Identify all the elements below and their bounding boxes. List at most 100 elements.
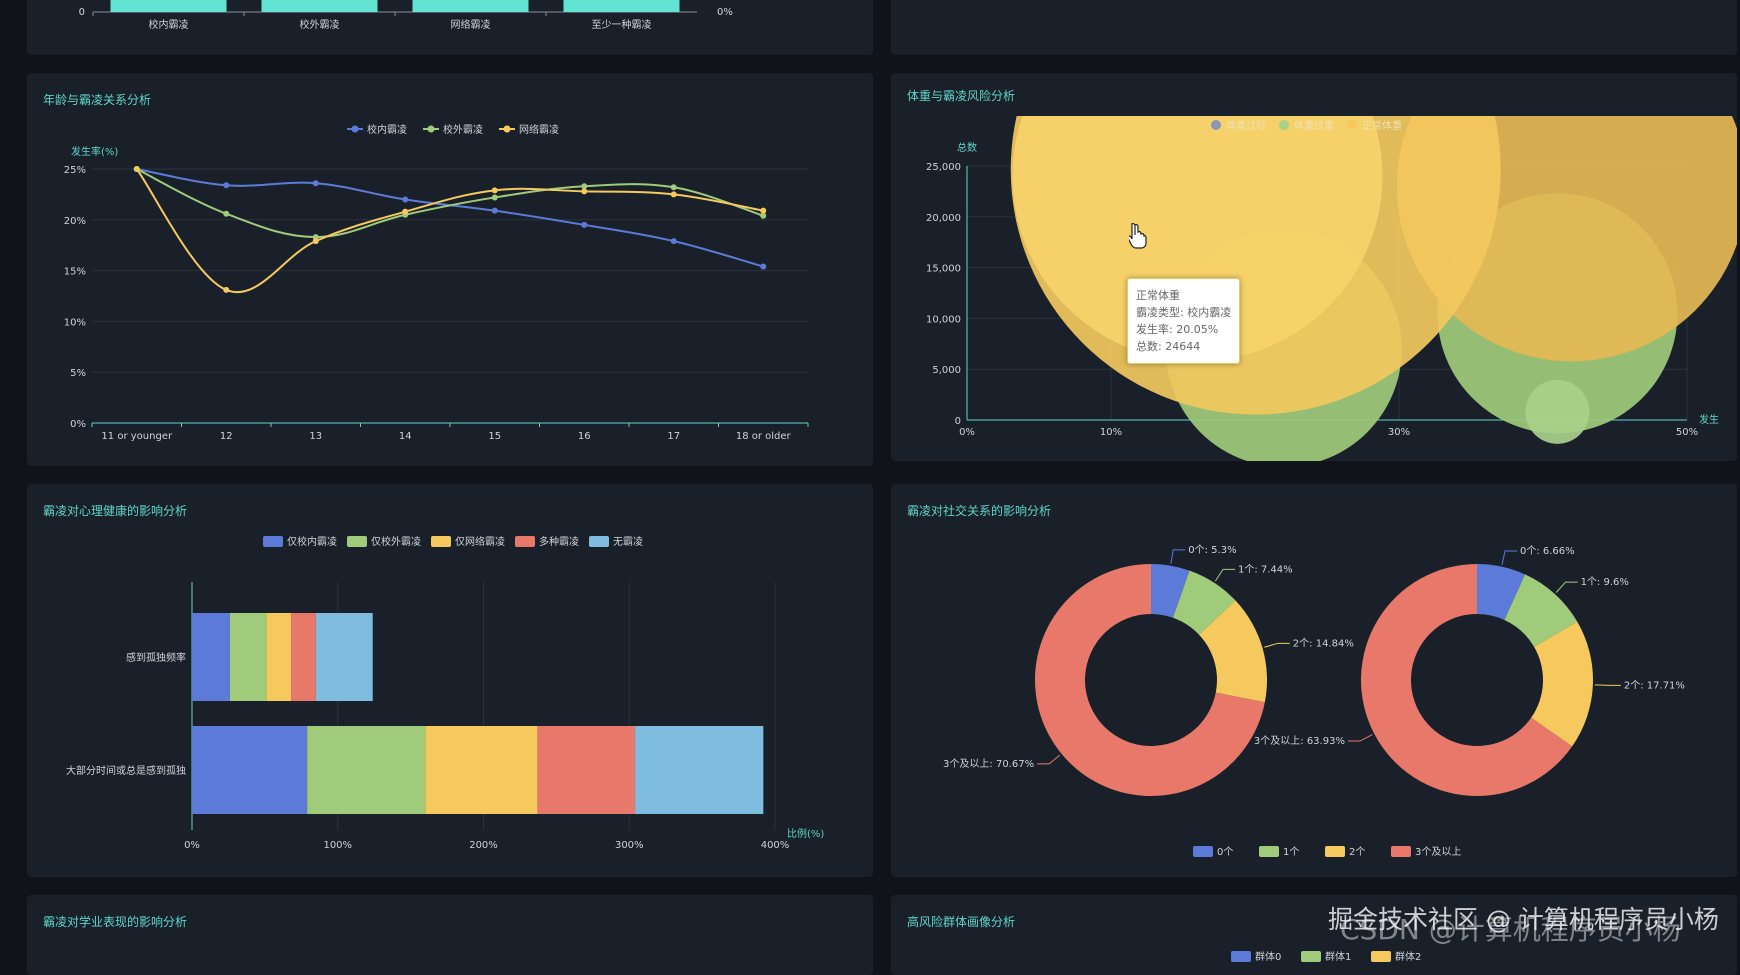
panel-title: 霸凌对学业表现的影响分析 — [43, 915, 188, 929]
label-line — [1170, 549, 1186, 564]
pie-slice — [1199, 600, 1267, 703]
x-tick-label: 50% — [1676, 427, 1698, 438]
legend-swatch — [1231, 951, 1251, 962]
panel-bullying-type-bar: 校内霸凌 校外霸凌 网络霸凌 至少一种霸凌 0 0% — [27, 0, 873, 55]
label-line — [1555, 581, 1578, 593]
x-tick-label: 10% — [1100, 427, 1122, 438]
x-tick-label: 18 or older — [736, 431, 792, 442]
bar-segment — [635, 726, 764, 814]
series-line — [136, 168, 764, 268]
pie-slice — [1504, 574, 1578, 647]
label-line — [1037, 754, 1061, 765]
tooltip-rate: 发生率: 20.05% — [1136, 323, 1219, 336]
slice-label: 2个: 17.71% — [1624, 679, 1685, 691]
y-tick-label: 15,000 — [926, 264, 961, 275]
bubble[interactable] — [1525, 379, 1590, 444]
legend-label: 仅网络霸凌 — [455, 535, 505, 548]
bar-segment — [291, 613, 316, 701]
pie-slice — [1477, 564, 1526, 620]
legend-dot — [427, 125, 435, 133]
legend-label: 群体0 — [1255, 950, 1281, 963]
y-axis-label: 总数 — [957, 141, 977, 154]
panel-title: 年龄与霸凌关系分析 — [43, 93, 152, 107]
data-point — [760, 207, 767, 214]
bar — [110, 0, 227, 12]
legend-label: 2个 — [1349, 846, 1365, 858]
mental-health-bar-chart: 0% 100% 200% 300% 400%比例(%) 感到孤独频率大部分时间或总是感到孤… — [66, 535, 824, 851]
panel-weight-risk: 体重与霸凌风险分析 0 5,000 10,000 15,000 20,000 25,000… — [891, 73, 1737, 461]
legend-swatch — [1259, 846, 1279, 857]
slice-label: 0个: 6.66% — [1520, 545, 1575, 557]
slice-label: 2个: 14.84% — [1293, 637, 1354, 649]
x-tick-label: 校外霸凌 — [300, 18, 340, 31]
x-tick-label: 30% — [1388, 427, 1410, 438]
legend-swatch — [431, 536, 451, 547]
label-line — [1347, 734, 1373, 742]
y-tick-label: 10,000 — [926, 314, 961, 325]
y-tick-label: 5,000 — [932, 365, 961, 376]
x-tick-label: 12 — [220, 431, 233, 442]
legend-dot — [503, 125, 511, 133]
data-point — [312, 180, 319, 187]
data-point — [223, 182, 230, 189]
data-point — [402, 208, 409, 215]
y-tick-label: 0 — [955, 416, 961, 427]
legend-label: 无霸凌 — [613, 535, 643, 548]
x-tick-label: 14 — [399, 431, 412, 442]
age-line-chart: 0% 5% 10% 15% 20% 25% 发生率(%) 11 or younger 12 13 1… — [64, 123, 809, 442]
panel-social-relations: 霸凌对社交关系的影响分析 0个: 5.3% 1个: 7.44% 2个: 14.84%… — [891, 484, 1737, 877]
data-point — [670, 238, 677, 245]
y-tick-label: 0% — [70, 419, 86, 430]
data-point — [581, 183, 588, 190]
y-tick-label: 5% — [70, 368, 86, 379]
label-line — [1264, 642, 1290, 648]
y-tick-label: 20,000 — [926, 213, 961, 224]
x-tick-label: 16 — [578, 431, 591, 442]
y-tick-label: 25% — [64, 165, 86, 176]
legend-label: 群体2 — [1395, 950, 1421, 963]
legend-label: 网络霸凌 — [519, 123, 559, 136]
legend-label: 校外霸凌 — [443, 123, 483, 136]
bar — [261, 0, 378, 12]
y-tick-label: 大部分时间或总是感到孤独 — [66, 764, 186, 777]
x-tick-label: 0% — [184, 840, 200, 851]
label-line — [1594, 684, 1621, 686]
x-tick-label: 300% — [615, 840, 644, 851]
legend-swatch — [263, 536, 283, 547]
x-tick-label: 17 — [667, 431, 680, 442]
data-point — [402, 196, 409, 203]
legend-label: 仅校内霸凌 — [287, 535, 337, 548]
y-tick-label: 25,000 — [926, 162, 961, 173]
slice-label: 1个: 7.44% — [1238, 563, 1293, 575]
label-line — [1214, 568, 1235, 582]
bar-segment — [266, 613, 292, 701]
data-point — [491, 207, 498, 214]
legend-swatch — [1391, 846, 1411, 857]
data-point — [133, 166, 140, 172]
x-tick-label: 400% — [761, 840, 790, 851]
slice-label: 1个: 9.6% — [1581, 576, 1629, 588]
panel-age-bullying: 年龄与霸凌关系分析 0% 5% 10% 15% 20% 25% 发生率(%) 11 or yo… — [27, 73, 873, 466]
series-line — [136, 168, 764, 239]
legend-swatch — [515, 536, 535, 547]
y-axis-label: 发生率(%) — [71, 145, 118, 158]
data-point — [223, 210, 230, 217]
bar-segment — [425, 726, 538, 814]
legend-label: 0个 — [1217, 846, 1233, 858]
weight-bubble-chart[interactable]: 0 5,000 10,000 15,000 20,000 25,000 0% 10% 30% 50… — [891, 73, 1737, 461]
y-tick-label: 15% — [64, 267, 86, 278]
x-tick-label: 至少一种霸凌 — [592, 18, 652, 31]
x-tick-label: 0% — [959, 427, 975, 438]
legend-label: 正常体重 — [1362, 119, 1402, 132]
pie-slice — [1531, 621, 1593, 747]
data-point — [581, 221, 588, 228]
panel-mental-health: 霸凌对心理健康的影响分析 0% 100% 200% 300% 400% 比例(%) 感到孤独… — [27, 484, 873, 877]
x-axis-label: 发生 — [1699, 413, 1719, 426]
legend-dot — [1211, 120, 1221, 130]
bubble[interactable] — [1012, 73, 1383, 362]
data-point — [312, 238, 319, 245]
panel-top-right — [891, 0, 1737, 55]
bar-segment — [192, 613, 230, 701]
y-tick-label: 感到孤独频率 — [126, 651, 186, 664]
panel-academic: 霸凌对学业表现的影响分析 — [27, 895, 873, 975]
